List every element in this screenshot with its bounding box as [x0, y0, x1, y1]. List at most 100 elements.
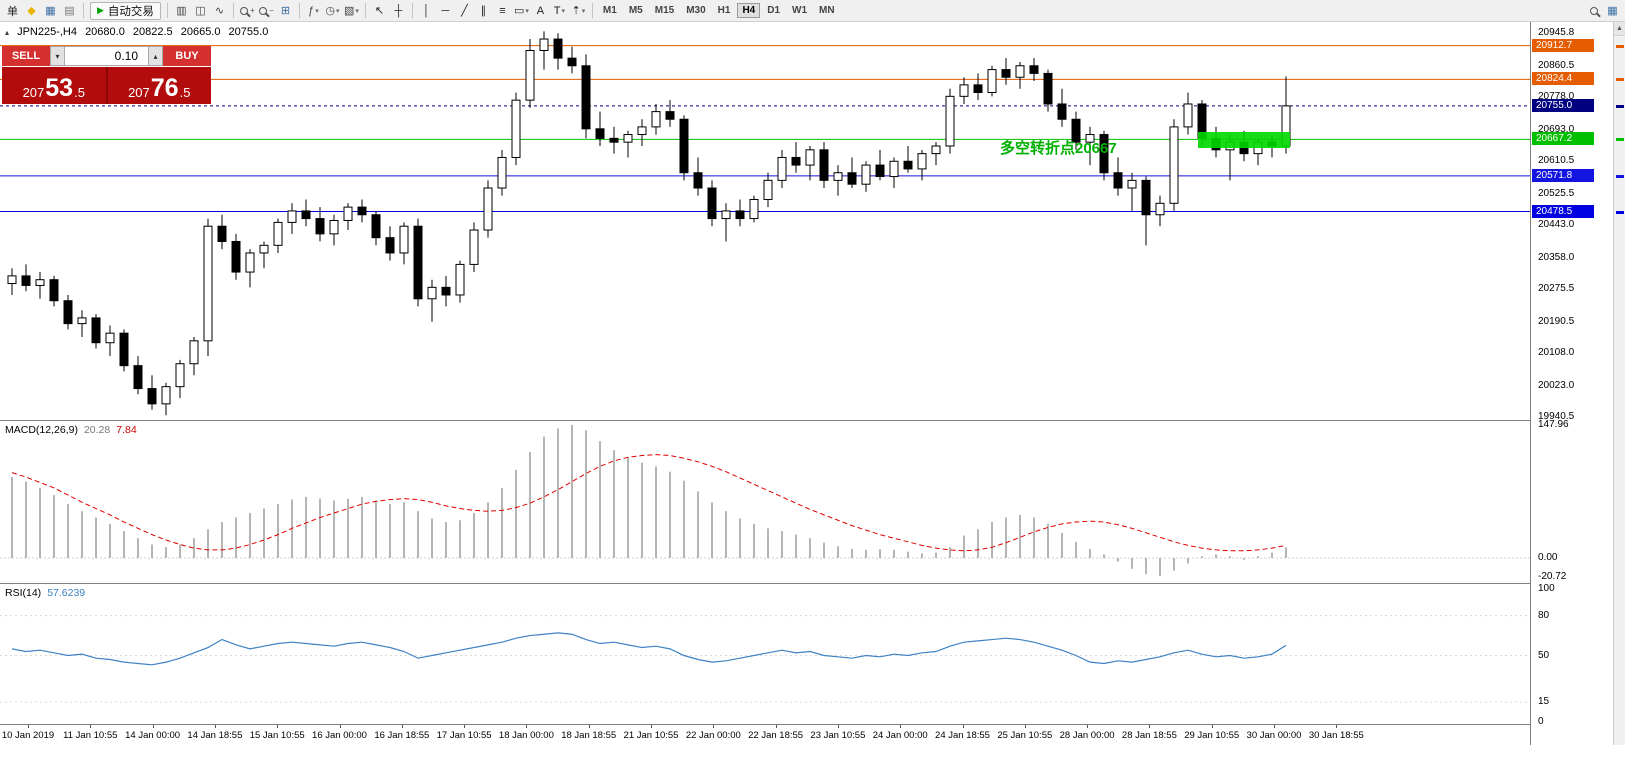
- time-axis-tick: [1149, 725, 1151, 728]
- data-window-icon[interactable]: ▦: [1607, 5, 1618, 17]
- price-axis-label: 20860.5: [1538, 59, 1575, 71]
- shapes-icon[interactable]: ▭ ▾: [513, 5, 529, 17]
- text-icon[interactable]: A: [536, 4, 545, 17]
- buy-price-button[interactable]: 207 76 .5: [107, 67, 211, 104]
- symbol-marker-icon: ▴: [5, 28, 10, 37]
- time-axis-tick: [401, 725, 403, 728]
- price-axis-label: 20525.5: [1538, 187, 1575, 199]
- candlestick-icon[interactable]: ◫: [195, 5, 206, 17]
- channel-icon[interactable]: ∥: [480, 5, 487, 17]
- zoom-out-icon[interactable]: −: [258, 2, 275, 19]
- price-axis-label: 20610.5: [1538, 155, 1575, 167]
- chevron-down-icon: ▾: [335, 7, 340, 15]
- zoom-in-icon[interactable]: +: [239, 2, 256, 19]
- bar-chart-icon[interactable]: ▥: [176, 5, 187, 17]
- macd-main-value: 20.28: [83, 424, 111, 436]
- sell-price-suffix: .5: [74, 85, 85, 100]
- sell-button[interactable]: SELL: [2, 46, 50, 66]
- play-icon: ▶: [97, 5, 104, 15]
- rsi-axis-label: 0: [1538, 716, 1544, 727]
- timeframe-mn[interactable]: MN: [819, 5, 835, 16]
- macd-axis-label: 0.00: [1538, 552, 1558, 563]
- fibonacci-icon[interactable]: ≡: [499, 4, 506, 17]
- buy-price-big: 76: [150, 73, 179, 102]
- time-axis-tick: [962, 725, 964, 728]
- chart-window-icon[interactable]: ▦: [45, 5, 56, 17]
- chevron-down-icon: ▾: [581, 7, 586, 15]
- symbol-period-label: JPN225-,H4: [17, 26, 77, 38]
- rsi-indicator-panel[interactable]: [0, 584, 1530, 724]
- macd-indicator-panel[interactable]: [0, 421, 1530, 583]
- market-watch-icon[interactable]: ▤: [64, 5, 75, 17]
- scrollbar-marker: [1616, 138, 1624, 142]
- time-axis-label: 30 Jan 00:00: [1246, 730, 1302, 741]
- time-axis-label: 16 Jan 00:00: [312, 730, 367, 741]
- volume-up-button[interactable]: ▴: [148, 46, 163, 66]
- volume-input[interactable]: 0.10: [65, 46, 148, 66]
- timeframe-m1[interactable]: M1: [602, 5, 617, 16]
- line-chart-icon[interactable]: ∿: [214, 5, 225, 17]
- time-axis-tick: [526, 725, 528, 728]
- ohlc-high: 20822.5: [132, 26, 173, 38]
- trade-controls-row: SELL ▾ 0.10 ▴ BUY: [2, 46, 211, 66]
- crosshair-icon[interactable]: ┼: [394, 4, 403, 17]
- chevron-down-icon: ▾: [355, 7, 359, 15]
- price-axis-label: 20190.5: [1538, 315, 1575, 327]
- price-panel-divider: [105, 67, 108, 104]
- timeframe-d1[interactable]: D1: [767, 5, 781, 16]
- panel-separator[interactable]: [0, 583, 1613, 584]
- text-label-icon[interactable]: T ▾: [553, 4, 566, 17]
- periods-icon[interactable]: ◷ ▾: [325, 5, 340, 17]
- indicators-icon[interactable]: ƒ ▾: [308, 4, 319, 17]
- auto-trading-button[interactable]: ▶ 自动交易: [90, 1, 161, 20]
- time-axis-label: 23 Jan 10:55: [810, 730, 866, 741]
- price-axis-label: 20443.0: [1538, 219, 1575, 231]
- trade-price-row: 207 53 .5 207 76 .5: [2, 67, 211, 104]
- timeframe-h4[interactable]: H4: [737, 3, 761, 18]
- new-order-icon[interactable]: ◆: [27, 5, 36, 17]
- timeframe-m30[interactable]: M30: [686, 5, 706, 16]
- rsi-value: 57.6239: [47, 587, 86, 599]
- scroll-up-button[interactable]: ▲: [1614, 22, 1625, 36]
- toolbar-right-group: ▦: [1584, 2, 1622, 19]
- time-axis-tick: [651, 725, 652, 728]
- time-axis-tick: [277, 725, 279, 728]
- rsi-axis-label: 15: [1538, 696, 1550, 708]
- templates-icon[interactable]: ▧ ▾: [343, 5, 359, 17]
- auto-trading-label: 自动交易: [107, 5, 154, 18]
- search-icon[interactable]: [1585, 2, 1602, 19]
- panel-separator[interactable]: [0, 420, 1613, 421]
- time-axis-label: 21 Jan 10:55: [623, 730, 679, 741]
- timeframe-m15[interactable]: M15: [654, 5, 675, 16]
- horizontal-line-icon[interactable]: ─: [441, 4, 450, 17]
- time-axis-label: 18 Jan 00:00: [498, 730, 554, 741]
- trendline-icon[interactable]: ╱: [461, 5, 468, 17]
- time-axis-label: 18 Jan 18:55: [561, 730, 617, 741]
- order-glyph-icon[interactable]: 单: [7, 5, 18, 18]
- axis-separator: [1530, 22, 1531, 745]
- time-axis-label: 28 Jan 18:55: [1121, 730, 1177, 741]
- timeframe-h1[interactable]: H1: [717, 5, 731, 16]
- rsi-name: RSI(14): [5, 587, 42, 599]
- time-axis-label: 15 Jan 10:55: [249, 730, 305, 741]
- rsi-axis-label: 80: [1538, 609, 1550, 621]
- vertical-line-icon[interactable]: │: [422, 4, 430, 17]
- main-price-chart[interactable]: [0, 22, 1530, 420]
- time-axis-label: 24 Jan 18:55: [935, 730, 990, 741]
- volume-down-button[interactable]: ▾: [50, 46, 65, 66]
- time-axis-tick: [1336, 725, 1338, 728]
- toolbar-separator: [364, 3, 366, 18]
- time-axis-tick: [1211, 725, 1213, 728]
- vertical-scrollbar[interactable]: ▲: [1613, 22, 1625, 745]
- rsi-label: RSI(14) 57.6239: [5, 587, 85, 599]
- timeframe-m5[interactable]: M5: [628, 5, 643, 16]
- cursor-icon[interactable]: ↖: [374, 5, 385, 17]
- timeframe-w1[interactable]: W1: [792, 5, 808, 16]
- sell-price-button[interactable]: 207 53 .5: [2, 67, 106, 104]
- tile-windows-icon[interactable]: ⊞: [280, 5, 291, 17]
- time-axis-tick: [28, 725, 29, 728]
- arrows-icon[interactable]: ⇡ ▾: [571, 5, 586, 17]
- buy-button[interactable]: BUY: [163, 46, 211, 66]
- zoom-out-icon: [259, 6, 268, 15]
- price-axis-label: 20023.0: [1538, 379, 1575, 391]
